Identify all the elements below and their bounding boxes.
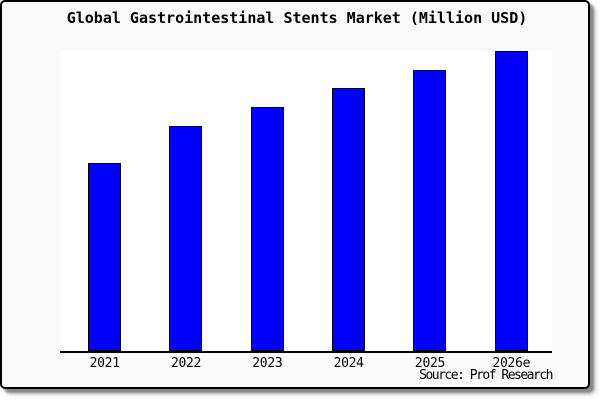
x-axis-label-2021: 2021 <box>89 356 120 371</box>
bar-2025 <box>413 70 447 351</box>
bar-2022 <box>169 126 203 351</box>
chart-frame: Global Gastrointestinal Stents Market (M… <box>0 0 590 389</box>
bar-2021 <box>88 163 122 351</box>
bar-slot <box>308 51 389 351</box>
chart-title: Global Gastrointestinal Stents Market (M… <box>66 9 528 27</box>
bar-slot <box>227 51 308 351</box>
x-axis-labels: 2021 2022 2023 2024 2025 2026e <box>60 356 552 371</box>
x-axis-label-2024: 2024 <box>333 356 364 371</box>
bar-2026e <box>494 51 528 351</box>
bars-container <box>60 51 552 351</box>
bar-slot <box>389 51 470 351</box>
x-axis-label-2026e: 2026e <box>492 356 531 371</box>
bar-slot <box>64 51 145 351</box>
x-axis-label-2025: 2025 <box>414 356 446 371</box>
bar-2024 <box>332 88 366 351</box>
bar-2023 <box>250 107 284 351</box>
bar-slot <box>471 51 552 351</box>
x-axis-label-2022: 2022 <box>170 356 202 371</box>
x-axis-label-2023: 2023 <box>252 356 283 371</box>
source-credit: Source: Prof Research <box>419 368 553 383</box>
plot-area <box>60 51 552 353</box>
bar-slot <box>145 51 226 351</box>
